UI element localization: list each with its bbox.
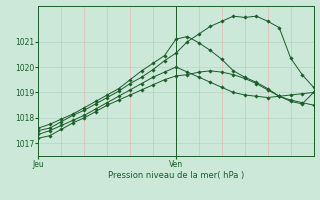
- X-axis label: Pression niveau de la mer( hPa ): Pression niveau de la mer( hPa ): [108, 171, 244, 180]
